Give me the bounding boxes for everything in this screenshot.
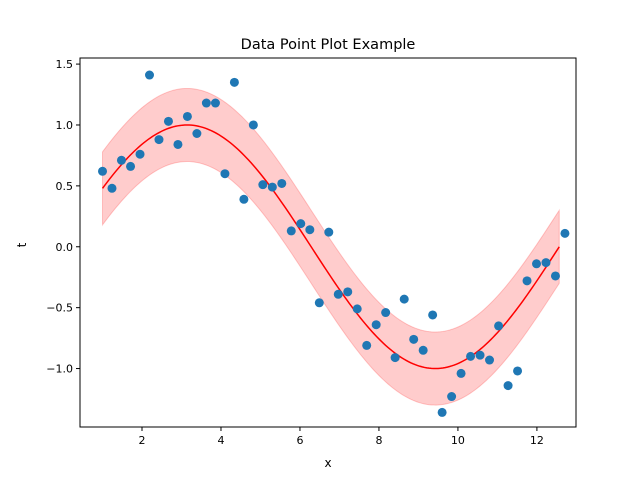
data-point <box>163 116 173 126</box>
x-axis-ticks: 2 4 6 8 10 12 <box>139 427 544 447</box>
data-point <box>135 149 145 159</box>
data-point <box>362 340 372 350</box>
y-tick-label: 0.5 <box>56 180 74 193</box>
data-point <box>503 381 513 391</box>
x-tick-label: 6 <box>296 434 303 447</box>
data-point <box>456 368 466 378</box>
data-point <box>399 294 409 304</box>
data-point <box>381 308 391 318</box>
data-point <box>154 135 164 145</box>
data-point <box>418 345 428 355</box>
data-point <box>277 178 287 188</box>
data-point <box>192 129 202 138</box>
plot-area <box>98 70 570 417</box>
data-point <box>371 320 381 330</box>
data-point <box>201 98 211 108</box>
y-axis-label: t <box>15 242 29 247</box>
data-point <box>447 392 457 402</box>
x-tick-label: 8 <box>375 434 382 447</box>
data-point <box>305 225 315 235</box>
x-tick-label: 12 <box>530 434 544 447</box>
data-point <box>126 161 136 171</box>
data-point <box>107 183 117 193</box>
data-point <box>210 98 220 108</box>
y-tick-label: 0.0 <box>56 241 74 254</box>
y-tick-label: 1.0 <box>56 119 74 132</box>
data-point <box>352 304 362 314</box>
y-axis-ticks: −1.0 −0.5 0.0 0.5 1.0 1.5 <box>46 58 80 376</box>
data-points <box>98 70 570 417</box>
data-point <box>116 155 126 165</box>
data-point <box>390 353 400 363</box>
data-point <box>286 226 296 236</box>
data-point <box>248 120 258 130</box>
data-point <box>466 351 476 361</box>
y-tick-label: −0.5 <box>46 302 73 315</box>
fit-line <box>101 124 560 370</box>
data-point <box>145 70 154 80</box>
data-point <box>314 298 324 308</box>
x-axis-label: x <box>324 456 331 470</box>
data-point <box>333 289 343 299</box>
data-point <box>229 77 239 87</box>
data-point <box>173 139 183 149</box>
data-point <box>475 350 485 360</box>
data-point <box>541 258 551 268</box>
data-point <box>560 228 570 238</box>
data-point <box>550 271 560 281</box>
data-point <box>522 276 532 286</box>
chart-title: Data Point Plot Example <box>241 37 416 53</box>
data-point <box>239 194 249 204</box>
data-point <box>494 321 504 331</box>
y-tick-label: 1.5 <box>56 58 74 71</box>
data-point <box>98 166 108 176</box>
data-point <box>409 334 419 344</box>
data-point <box>437 407 447 417</box>
data-point <box>513 366 523 376</box>
confidence-band <box>102 87 560 406</box>
data-point <box>182 111 192 121</box>
data-point <box>532 259 542 269</box>
data-point <box>258 180 268 190</box>
data-point <box>485 355 495 365</box>
data-point <box>267 182 277 192</box>
x-tick-label: 10 <box>451 434 465 447</box>
x-tick-label: 2 <box>139 434 146 447</box>
data-point <box>324 227 334 237</box>
data-point <box>296 219 306 229</box>
data-point <box>220 169 230 179</box>
data-point <box>428 310 438 320</box>
data-point <box>343 287 353 297</box>
axes-frame <box>79 57 577 428</box>
y-tick-label: −1.0 <box>46 363 73 376</box>
x-tick-label: 4 <box>217 434 224 447</box>
